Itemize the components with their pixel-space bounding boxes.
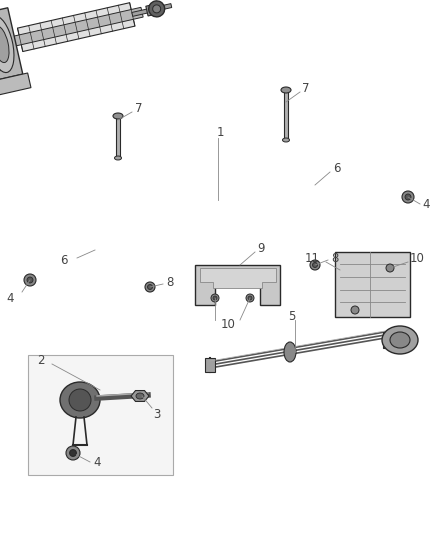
Ellipse shape bbox=[390, 332, 410, 348]
Ellipse shape bbox=[386, 264, 394, 272]
Polygon shape bbox=[195, 265, 280, 305]
Ellipse shape bbox=[69, 389, 91, 411]
Ellipse shape bbox=[60, 382, 100, 418]
Text: 3: 3 bbox=[153, 408, 160, 422]
Bar bbox=[205, 358, 215, 372]
Text: 4: 4 bbox=[93, 456, 100, 469]
Ellipse shape bbox=[405, 194, 411, 200]
Text: 4: 4 bbox=[422, 198, 430, 211]
Ellipse shape bbox=[211, 294, 219, 302]
Ellipse shape bbox=[248, 296, 252, 300]
Ellipse shape bbox=[312, 262, 318, 268]
Ellipse shape bbox=[0, 19, 1, 74]
Text: 8: 8 bbox=[331, 252, 339, 264]
Ellipse shape bbox=[114, 156, 121, 160]
Ellipse shape bbox=[66, 446, 80, 460]
Ellipse shape bbox=[148, 1, 165, 17]
Bar bbox=[0, 8, 23, 80]
Ellipse shape bbox=[70, 449, 77, 456]
Text: 11: 11 bbox=[305, 252, 320, 264]
Text: 7: 7 bbox=[135, 101, 142, 115]
Bar bbox=[18, 3, 135, 52]
Bar bbox=[0, 73, 31, 96]
Ellipse shape bbox=[351, 306, 359, 314]
Ellipse shape bbox=[0, 26, 9, 62]
Text: 1: 1 bbox=[216, 126, 224, 140]
Text: 4: 4 bbox=[7, 292, 14, 304]
Ellipse shape bbox=[284, 342, 296, 362]
Text: 10: 10 bbox=[410, 252, 425, 264]
Text: 2: 2 bbox=[38, 353, 45, 367]
Text: 6: 6 bbox=[333, 161, 340, 174]
Ellipse shape bbox=[246, 294, 254, 302]
Ellipse shape bbox=[402, 191, 414, 203]
Bar bbox=[284, 90, 288, 140]
Bar bbox=[0, 7, 143, 102]
Polygon shape bbox=[200, 268, 276, 288]
Bar bbox=[146, 3, 162, 16]
Ellipse shape bbox=[153, 5, 161, 13]
Text: 10: 10 bbox=[221, 319, 236, 332]
Bar bbox=[335, 252, 410, 317]
Ellipse shape bbox=[148, 285, 152, 289]
Ellipse shape bbox=[283, 138, 290, 142]
Bar bbox=[132, 4, 172, 17]
Text: 6: 6 bbox=[60, 254, 68, 266]
Text: 9: 9 bbox=[257, 241, 265, 254]
Ellipse shape bbox=[213, 296, 217, 300]
Ellipse shape bbox=[310, 260, 320, 270]
Ellipse shape bbox=[24, 274, 36, 286]
Ellipse shape bbox=[136, 393, 144, 399]
Ellipse shape bbox=[113, 113, 123, 119]
Ellipse shape bbox=[0, 16, 14, 72]
Bar bbox=[28, 355, 173, 475]
Polygon shape bbox=[131, 391, 149, 401]
Text: 7: 7 bbox=[302, 82, 310, 94]
Ellipse shape bbox=[70, 450, 76, 456]
Bar bbox=[116, 116, 120, 158]
Bar bbox=[383, 332, 403, 348]
Ellipse shape bbox=[145, 282, 155, 292]
Text: 5: 5 bbox=[288, 310, 296, 322]
Ellipse shape bbox=[281, 87, 291, 93]
Text: 8: 8 bbox=[166, 276, 173, 288]
Ellipse shape bbox=[382, 326, 418, 354]
Ellipse shape bbox=[27, 277, 33, 283]
